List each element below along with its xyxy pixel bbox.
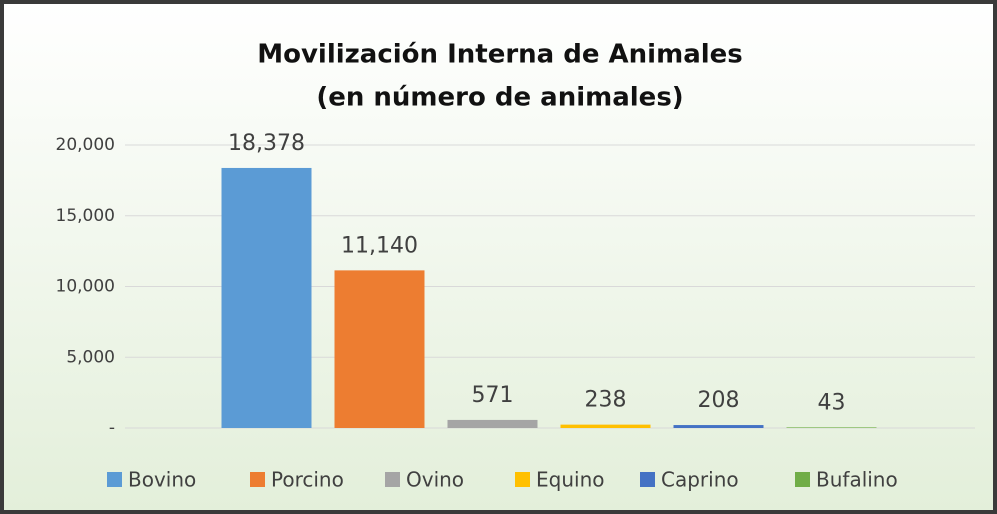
data-label: 18,378 <box>228 131 305 156</box>
legend-label: Bufalino <box>816 468 898 492</box>
y-tick-label: 15,000 <box>56 206 115 226</box>
y-tick-label: 10,000 <box>56 277 115 297</box>
bar <box>447 419 538 428</box>
y-tick-label: - <box>109 418 115 438</box>
legend-label: Equino <box>536 468 604 492</box>
legend-label: Ovino <box>406 468 464 492</box>
bar <box>221 167 312 428</box>
legend-swatch <box>640 472 655 487</box>
bar <box>334 270 425 428</box>
data-label: 571 <box>472 383 514 408</box>
bar <box>673 425 764 428</box>
bar <box>560 424 651 428</box>
data-label: 11,140 <box>341 233 418 258</box>
bar <box>786 427 877 428</box>
chart-title: Movilización Interna de Animales <box>257 40 743 70</box>
data-label: 43 <box>818 390 846 415</box>
legend-swatch <box>250 472 265 487</box>
y-tick-label: 5,000 <box>66 347 115 367</box>
legend-swatch <box>515 472 530 487</box>
legend-swatch <box>795 472 810 487</box>
y-tick-label: 20,000 <box>56 135 115 155</box>
data-label: 208 <box>698 388 740 413</box>
data-label: 238 <box>585 388 627 413</box>
legend-swatch <box>107 472 122 487</box>
chart-subtitle: (en número de animales) <box>316 83 683 113</box>
legend-label: Bovino <box>128 468 196 492</box>
legend-swatch <box>385 472 400 487</box>
legend-label: Porcino <box>271 468 344 492</box>
legend-label: Caprino <box>661 468 739 492</box>
